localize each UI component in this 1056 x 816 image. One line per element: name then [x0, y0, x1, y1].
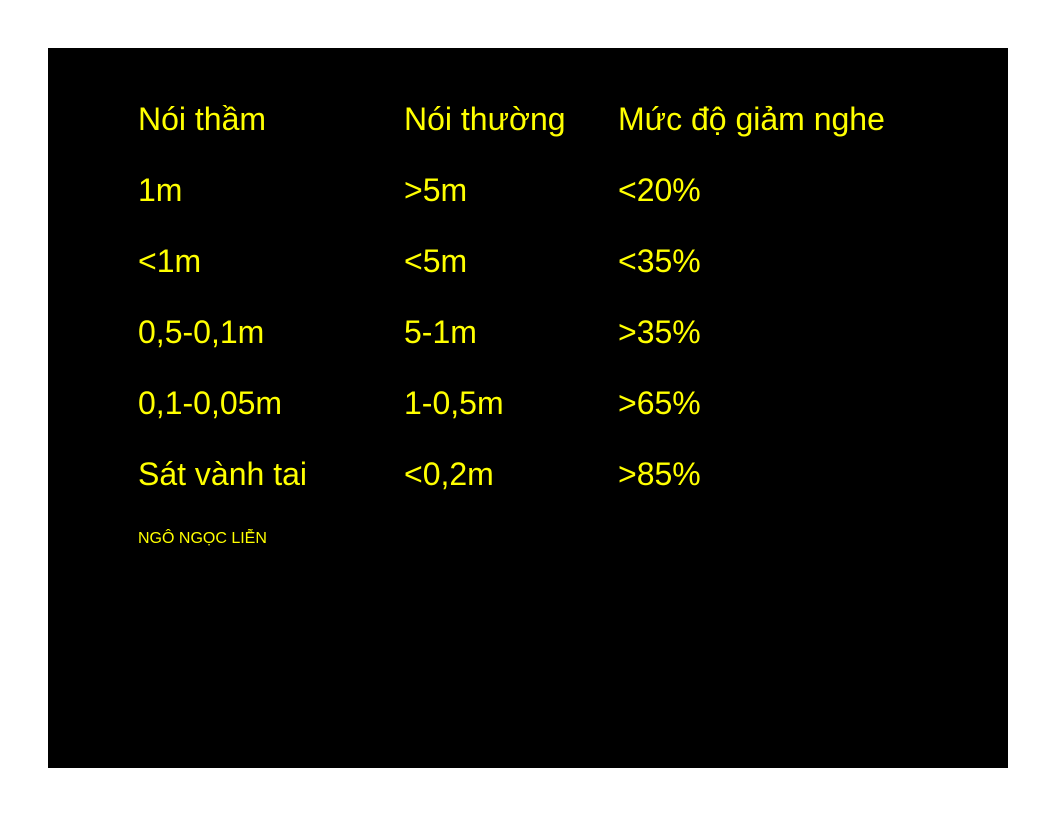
header-whisper: Nói thầm: [138, 101, 267, 137]
cell-whisper: 1m: [138, 172, 183, 208]
cell-hearing-loss: >65%: [618, 385, 701, 421]
author-name: NGÔ NGỌC LIỄN: [138, 530, 267, 547]
cell-hearing-loss: >35%: [618, 314, 701, 350]
cell-whisper: 0,1-0,05m: [138, 385, 283, 421]
cell-hearing-loss: <35%: [618, 243, 701, 279]
cell-normal-speech: <0,2m: [404, 456, 494, 492]
cell-normal-speech: 1-0,5m: [404, 385, 504, 421]
cell-hearing-loss: <20%: [618, 172, 701, 208]
cell-normal-speech: 5-1m: [404, 314, 477, 350]
cell-whisper: 0,5-0,1m: [138, 314, 265, 350]
cell-hearing-loss: >85%: [618, 456, 701, 492]
header-hearing-loss-level: Mức độ giảm nghe: [618, 101, 885, 137]
cell-whisper: <1m: [138, 243, 202, 279]
slide: Nói thầm Nói thường Mức độ giảm nghe 1m …: [48, 48, 1008, 768]
cell-normal-speech: >5m: [404, 172, 468, 208]
cell-normal-speech: <5m: [404, 243, 468, 279]
header-normal-speech: Nói thường: [404, 101, 566, 137]
cell-whisper: Sát vành tai: [138, 456, 307, 492]
